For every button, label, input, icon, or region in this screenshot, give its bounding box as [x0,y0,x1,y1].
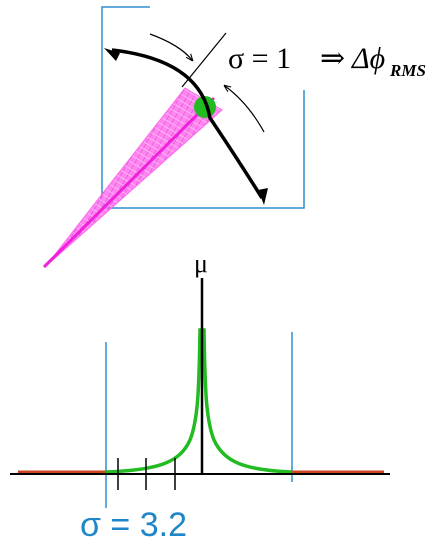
sigma-one-label: σ = 1 [228,42,291,75]
rms-arrow-right [225,86,265,133]
sigma-value-label: σ = 3.2 [80,506,187,543]
delta-phi-label: Δϕ [351,42,385,75]
rms-arrow-left [149,33,192,60]
implies-symbol: ⇒ [320,42,345,75]
axis-ticks [117,458,176,490]
phasor-line [42,105,207,269]
rms-subscript: RMS [389,61,426,80]
distribution-curve [105,328,293,474]
mu-label: μ [194,249,208,278]
curved-double-arrow-icon [111,48,264,199]
